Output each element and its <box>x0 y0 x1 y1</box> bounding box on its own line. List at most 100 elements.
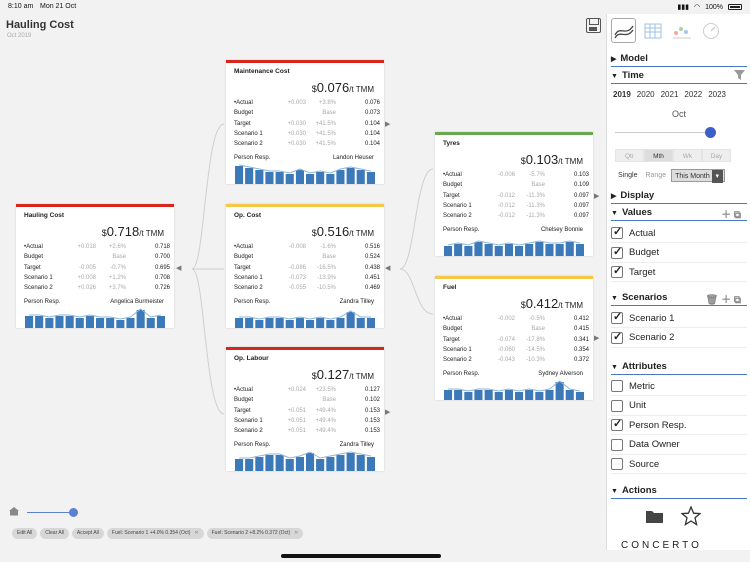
collapse-arrow-hauling[interactable]: ◀ <box>176 265 182 272</box>
checkbox-row[interactable]: Source <box>611 455 747 474</box>
checkbox[interactable] <box>611 245 623 259</box>
row-value: 0.438 <box>364 264 380 271</box>
metric-table: •Actual -0.006 -5.7% 0.103 Budget Base 0.109 Ta… <box>443 170 589 221</box>
section-model[interactable]: ▶ Model <box>611 53 747 67</box>
chip[interactable]: Accept All <box>71 528 104 539</box>
kpi-card-fuel[interactable]: Fuel $0.412/t TMM •Actual -0.002 -0.5% 0.412 B… <box>435 276 593 401</box>
mode-single[interactable]: Single <box>618 172 638 179</box>
expand-arrow-tyres[interactable]: ▶ <box>594 193 600 200</box>
checkbox-row[interactable]: Data Owner <box>611 436 747 455</box>
checkbox[interactable] <box>611 380 623 392</box>
period-mth[interactable]: Mth <box>644 149 673 162</box>
collapse-arrow-opcost[interactable]: ◀ <box>385 265 391 272</box>
table-view-icon[interactable] <box>640 18 665 43</box>
save-icon[interactable] <box>586 18 601 33</box>
home-icon[interactable] <box>8 506 20 516</box>
spark-bar <box>275 172 284 185</box>
spark-bar <box>316 318 325 329</box>
status-right: ▮▮▮ ◠ 100% <box>677 3 742 11</box>
period-qtr[interactable]: Qtr <box>615 149 644 162</box>
checkbox[interactable] <box>611 399 623 412</box>
folder-icon[interactable] <box>645 508 665 524</box>
checkbox[interactable] <box>611 264 623 278</box>
row-label: Scenario 2 <box>234 285 263 292</box>
checkbox-row[interactable]: Scenario 2 <box>611 329 747 348</box>
row-value: 0.516 <box>364 244 380 251</box>
year-2020[interactable]: 2020 <box>636 90 655 99</box>
close-icon[interactable]: ✕ <box>194 530 199 536</box>
checkbox-row[interactable]: Unit <box>611 397 747 416</box>
checkbox-row[interactable]: Target <box>611 263 747 282</box>
checkbox[interactable] <box>611 417 623 431</box>
row-delta-pct: +2.6% <box>108 244 126 251</box>
add-icon[interactable]: ＋ <box>721 210 732 221</box>
row-delta-pct: Base <box>322 254 336 261</box>
tree-view-icon[interactable] <box>611 18 636 43</box>
checkbox-label: Scenario 1 <box>629 312 675 324</box>
expand-arrow-fuel[interactable]: ▶ <box>594 335 600 342</box>
kpi-card-hauling[interactable]: Hauling Cost $0.718/t TMM •Actual +0.018 +2.… <box>16 204 174 329</box>
section-display[interactable]: ▶ Display <box>611 190 747 204</box>
star-icon[interactable] <box>681 506 701 526</box>
checkbox-row[interactable]: Budget <box>611 244 747 263</box>
chip[interactable]: Edit All <box>12 528 38 539</box>
chip[interactable]: Fuel: Scenario 2 +8.2% 0.372 (Oct) ✕ <box>206 528 304 539</box>
section-values[interactable]: ▼ Values ＋ ⧉ <box>611 207 747 221</box>
checkbox[interactable] <box>611 458 623 470</box>
chart-view-icon[interactable] <box>669 18 694 43</box>
chip[interactable]: Clear All <box>40 528 69 539</box>
filter-icon[interactable] <box>734 70 745 80</box>
spark-bar <box>326 320 335 329</box>
spark-bar <box>545 390 554 401</box>
spark-bar <box>245 459 254 472</box>
row-value: 0.524 <box>364 254 380 261</box>
close-icon[interactable]: ✕ <box>294 530 299 536</box>
trash-icon[interactable]: 🗑 <box>705 295 719 306</box>
checkbox[interactable] <box>611 330 623 344</box>
section-attributes[interactable]: ▼ Attributes <box>611 361 747 375</box>
checkbox[interactable] <box>611 225 623 239</box>
year-2022[interactable]: 2022 <box>684 90 703 99</box>
gauge-view-icon[interactable] <box>698 18 723 43</box>
row-label: Budget <box>234 254 254 261</box>
metric-row: Scenario 2 +0.026 +3.7% 0.726 <box>24 283 170 293</box>
timeline-slider-knob[interactable] <box>69 508 78 517</box>
copy-icon[interactable]: ⧉ <box>733 295 741 306</box>
checkbox-row[interactable]: Person Resp. <box>611 416 747 435</box>
year-2019[interactable]: 2019 <box>613 90 631 99</box>
checkbox[interactable] <box>611 438 623 451</box>
add-icon[interactable]: ＋ <box>721 295 732 306</box>
copy-icon[interactable]: ⧉ <box>733 210 741 221</box>
period-wk[interactable]: Wk <box>673 149 702 162</box>
section-actions[interactable]: ▼ Actions <box>611 485 747 499</box>
range-dropdown[interactable]: This Month <box>671 169 725 183</box>
year-2021[interactable]: 2021 <box>660 90 679 99</box>
sparkline <box>25 308 165 329</box>
month-slider-knob[interactable] <box>705 127 716 138</box>
section-time[interactable]: ▼ Time <box>611 70 747 84</box>
checkbox-row[interactable]: Actual <box>611 224 747 243</box>
year-2023[interactable]: 2023 <box>708 90 726 99</box>
expand-arrow-oplabour[interactable]: ▶ <box>385 409 391 416</box>
card-title: Fuel <box>443 284 457 291</box>
spark-bar <box>255 320 264 329</box>
checkbox-row[interactable]: Scenario 1 <box>611 309 747 328</box>
home-indicator[interactable] <box>281 554 441 558</box>
kpi-card-oplabour[interactable]: Op. Labour $0.127/t TMM •Actual +0.024 +23.5… <box>226 347 384 472</box>
expand-arrow-maintenance[interactable]: ▶ <box>385 121 391 128</box>
metric-row: Target +0.030 +41.5% 0.104 <box>234 119 380 129</box>
kpi-card-maintenance[interactable]: Maintenance Cost $0.076/t TMM •Actual +0.00… <box>226 60 384 185</box>
section-scenarios[interactable]: ▼ Scenarios 🗑 ＋ ⧉ <box>611 292 747 306</box>
checkbox[interactable] <box>611 310 623 324</box>
period-day[interactable]: Day <box>702 149 731 162</box>
status-date: Mon 21 Oct <box>40 3 77 10</box>
month-slider-track[interactable] <box>615 132 715 133</box>
timeline-slider-track[interactable] <box>27 512 77 513</box>
checkbox-row[interactable]: Metric <box>611 377 747 396</box>
kpi-card-opcost[interactable]: Op. Cost $0.516/t TMM •Actual -0.008 -1.6% 0.… <box>226 204 384 329</box>
chip[interactable]: Fuel: Scenario 1 +4.0% 0.354 (Oct) ✕ <box>106 528 204 539</box>
kpi-card-tyres[interactable]: Tyres $0.103/t TMM •Actual -0.006 -5.7% 0.103… <box>435 132 593 257</box>
spark-bar <box>565 390 574 401</box>
row-value: 0.104 <box>364 141 380 148</box>
mode-range[interactable]: Range <box>645 172 667 179</box>
